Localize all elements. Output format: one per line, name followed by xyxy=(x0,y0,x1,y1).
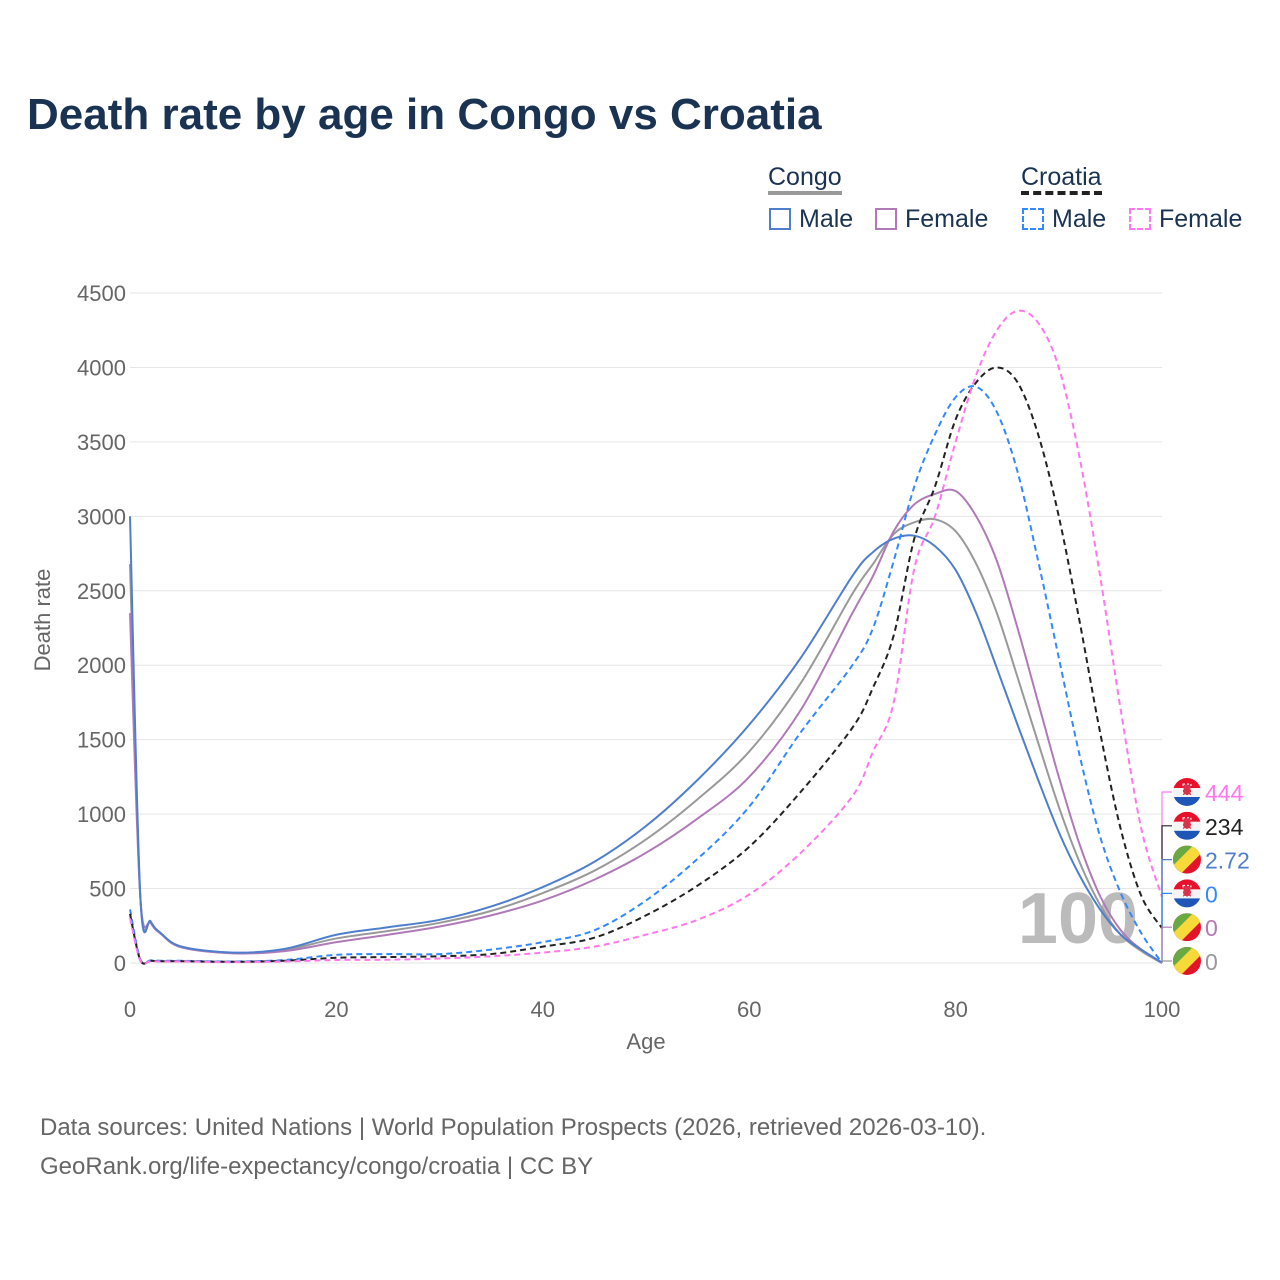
y-tick-label: 2500 xyxy=(77,579,126,604)
flag-stripe xyxy=(1173,797,1201,806)
flag-shield xyxy=(1182,817,1192,830)
legend-item-congo-female[interactable]: Female xyxy=(905,205,989,233)
flag-stripe xyxy=(1173,898,1201,908)
end-label-leader xyxy=(1161,926,1172,963)
y-tick-label: 3000 xyxy=(77,504,126,529)
legend-swatch-congo-female xyxy=(875,208,897,230)
legend-item-congo-male[interactable]: Male xyxy=(799,205,854,233)
x-tick-label: 40 xyxy=(531,997,555,1022)
flag-stripe xyxy=(1173,879,1201,890)
flag-icon-congo xyxy=(1173,947,1201,975)
end-label-leader xyxy=(1161,858,1172,963)
x-tick-label: 100 xyxy=(1144,997,1181,1022)
x-axis-label: Age xyxy=(626,1029,665,1054)
flag-body xyxy=(1173,913,1201,942)
flag-shield xyxy=(1182,783,1192,796)
flag-body xyxy=(1173,879,1201,908)
legend-group-croatia[interactable]: Croatia xyxy=(1021,163,1102,195)
source-line-1: Data sources: United Nations | World Pop… xyxy=(40,1114,987,1141)
flag-yellow xyxy=(1173,913,1201,942)
series-line-congo-male xyxy=(129,516,1163,964)
flag-icon-congo xyxy=(1173,845,1201,874)
legend-swatch-croatia-female xyxy=(1129,208,1151,230)
end-value-label: 0 xyxy=(1205,881,1218,907)
y-tick-label: 1500 xyxy=(77,728,126,753)
y-tick-label: 2000 xyxy=(77,653,126,678)
end-label-leader xyxy=(1161,791,1172,897)
x-tick-label: 80 xyxy=(943,997,967,1022)
end-value-label: 0 xyxy=(1205,915,1218,941)
series-line-croatia-total xyxy=(129,366,1163,965)
legend-group-congo[interactable]: Congo xyxy=(768,163,842,195)
end-label-leader xyxy=(1161,960,1172,963)
y-tick-label: 4000 xyxy=(77,355,126,380)
y-tick-label: 0 xyxy=(114,951,126,976)
legend-swatch-congo-male xyxy=(769,208,791,230)
flag-stripe xyxy=(1173,811,1201,822)
x-tick-label: 60 xyxy=(737,997,761,1022)
x-tick-label: 20 xyxy=(324,997,348,1022)
legend-item-croatia-female[interactable]: Female xyxy=(1159,205,1243,233)
flag-icon-croatia xyxy=(1173,778,1201,806)
series-line-croatia-female xyxy=(129,309,1163,966)
y-tick-label: 4500 xyxy=(77,281,126,306)
end-value-label: 234 xyxy=(1205,814,1244,840)
flag-body xyxy=(1173,811,1201,840)
flag-shield xyxy=(1182,884,1192,897)
flag-yellow xyxy=(1173,947,1201,975)
flag-stripe xyxy=(1173,830,1201,840)
flag-stripe xyxy=(1173,778,1201,788)
legend-item-croatia-male[interactable]: Male xyxy=(1052,205,1107,233)
chart-title: Death rate by age in Congo vs Croatia xyxy=(27,90,822,139)
source-line-2[interactable]: GeoRank.org/life-expectancy/congo/croati… xyxy=(40,1153,594,1180)
end-value-label: 0 xyxy=(1205,949,1218,975)
flag-icon-croatia xyxy=(1173,879,1201,908)
end-value-label: 444 xyxy=(1205,780,1244,806)
flag-body xyxy=(1173,778,1201,806)
x-tick-label: 0 xyxy=(124,997,136,1022)
flag-icon-croatia xyxy=(1173,811,1201,840)
y-axis-label: Death rate xyxy=(30,569,55,672)
y-tick-label: 1000 xyxy=(77,802,126,827)
legend-swatch-croatia-male xyxy=(1022,208,1044,230)
end-label-leader xyxy=(1161,892,1172,963)
flag-body xyxy=(1173,947,1201,975)
series-line-congo-female xyxy=(129,488,1163,964)
y-tick-label: 500 xyxy=(89,877,126,902)
flag-icon-congo xyxy=(1173,913,1201,942)
year-watermark: 100 xyxy=(1018,879,1138,959)
flag-yellow xyxy=(1173,845,1201,874)
end-label-leader xyxy=(1161,825,1172,929)
series-line-croatia-male xyxy=(129,385,1163,965)
source-note: Data sources: United Nations | World Pop… xyxy=(40,1108,986,1186)
y-tick-label: 3500 xyxy=(77,430,126,455)
end-value-label: 2.72 xyxy=(1205,848,1250,874)
series-line-congo-total xyxy=(129,517,1163,964)
flag-body xyxy=(1173,845,1201,874)
